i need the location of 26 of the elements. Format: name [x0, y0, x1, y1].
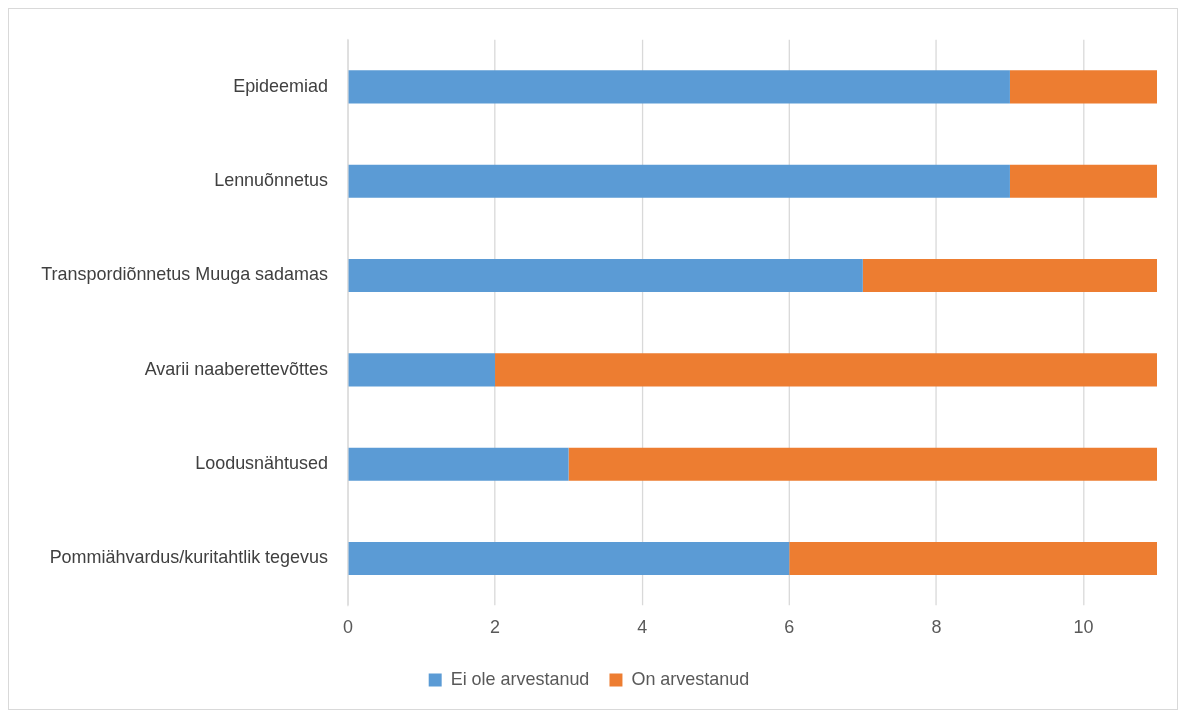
bar [348, 447, 569, 481]
y-tick-label: Lennuõnnetus [214, 170, 328, 191]
y-tick-label: Avarii naaberettevõttes [144, 358, 328, 379]
x-tick-label: 4 [637, 617, 648, 638]
bar [1009, 164, 1158, 198]
bar [789, 542, 1158, 576]
y-tick-label: Epideemiad [233, 75, 328, 96]
bar [1009, 70, 1158, 104]
x-tick-label: 0 [342, 617, 353, 638]
x-tick-label: 2 [490, 617, 501, 638]
x-tick-label: 8 [931, 617, 942, 638]
y-tick-label: Loodusnähtused [195, 453, 328, 474]
bar [348, 259, 863, 293]
bar [348, 353, 496, 387]
bar [568, 447, 1158, 481]
legend-label: Ei ole arvestanud [450, 669, 590, 690]
bar [348, 70, 1010, 104]
bar [495, 353, 1158, 387]
y-tick-label: Transpordiõnnetus Muuga sadamas [41, 264, 328, 285]
legend-label: On arvestanud [631, 669, 750, 690]
x-tick-label: 6 [784, 617, 795, 638]
y-tick-label: Pommiähvardus/kuritahtlik tegevus [49, 547, 328, 568]
bar [348, 542, 790, 576]
x-tick-label: 10 [1073, 617, 1094, 638]
bar [862, 259, 1158, 293]
bar [348, 164, 1010, 198]
